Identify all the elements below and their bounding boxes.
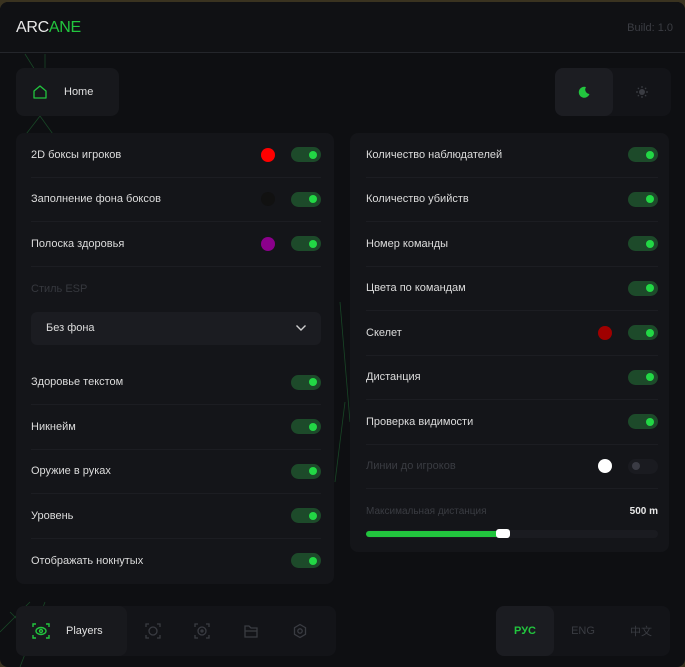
setting-label: Заполнение фона боксов xyxy=(31,193,161,206)
setting-label: Линии до игроков xyxy=(366,460,456,473)
setting-row: Никнейм xyxy=(31,405,321,450)
home-label: Home xyxy=(64,86,94,98)
toggle-switch[interactable] xyxy=(628,458,658,474)
setting-row: Оружие в руках xyxy=(31,450,321,494)
aim-icon xyxy=(145,623,161,639)
home-icon xyxy=(33,85,47,99)
setting-row: Количество убийств xyxy=(366,178,658,222)
setting-label: Номер команды xyxy=(366,237,449,250)
setting-label: Здоровье текстом xyxy=(31,376,124,389)
nav-players[interactable]: Players xyxy=(16,606,127,656)
esp-style-label: Стиль ESP xyxy=(31,283,88,295)
players-esp-panel-right: Количество наблюдателей Количество убийст… xyxy=(350,133,669,552)
setting-row: Скелет xyxy=(366,311,658,356)
max-distance-row: Максимальная дистанция 500 m xyxy=(366,489,658,533)
color-picker-swatch[interactable] xyxy=(261,147,275,162)
esp-style-dropdown[interactable]: Без фона xyxy=(31,311,321,345)
gear-icon xyxy=(293,623,307,639)
setting-row: Дистанция xyxy=(366,356,658,400)
toggle-switch[interactable] xyxy=(628,369,658,385)
setting-row: 2D боксы игроков xyxy=(31,133,321,178)
toggle-switch[interactable] xyxy=(628,414,658,430)
chevron-down-icon xyxy=(296,325,306,331)
build-version: Build: 1.0 xyxy=(627,22,673,34)
toggle-switch[interactable] xyxy=(291,553,321,569)
nav-players-label: Players xyxy=(66,625,103,637)
setting-label: 2D боксы игроков xyxy=(31,148,122,161)
toggle-switch[interactable] xyxy=(291,236,321,252)
setting-label: Количество убийств xyxy=(366,193,469,206)
toggle-switch[interactable] xyxy=(291,463,321,479)
sun-icon xyxy=(636,86,648,98)
color-picker-swatch[interactable] xyxy=(598,325,612,340)
lang-eng[interactable]: ENG xyxy=(571,625,595,637)
visuals-icon xyxy=(194,623,210,639)
color-picker-swatch[interactable] xyxy=(261,192,275,207)
setting-label: Отображать нокнутых xyxy=(31,554,144,567)
setting-label: Уровень xyxy=(31,509,74,522)
slider-handle[interactable] xyxy=(496,529,511,538)
nav-settings[interactable] xyxy=(290,621,310,641)
setting-row: Линии до игроков xyxy=(366,445,658,489)
players-icon xyxy=(32,623,50,639)
setting-label: Скелет xyxy=(366,326,402,339)
setting-row: Заполнение фона боксов xyxy=(31,178,321,222)
setting-row: Номер команды xyxy=(366,222,658,267)
dark-theme-button[interactable] xyxy=(555,68,613,116)
bottom-nav: Players xyxy=(16,606,336,656)
setting-row: Цвета по командам xyxy=(366,267,658,311)
setting-label: Количество наблюдателей xyxy=(366,148,503,161)
players-esp-panel-left: 2D боксы игроков Заполнение фона боксов По… xyxy=(16,133,334,584)
lang-rus[interactable]: РУС xyxy=(496,606,554,656)
nav-aim[interactable] xyxy=(143,621,163,641)
setting-label: Полоска здоровья xyxy=(31,237,125,250)
toggle-switch[interactable] xyxy=(628,280,658,296)
lang-chinese[interactable]: 中文 xyxy=(630,626,652,638)
setting-label: Никнейм xyxy=(31,420,76,433)
toggle-switch[interactable] xyxy=(628,236,658,252)
moon-icon xyxy=(578,86,590,98)
toggle-switch[interactable] xyxy=(291,191,321,207)
toggle-switch[interactable] xyxy=(628,325,658,341)
folder-icon xyxy=(244,625,258,638)
setting-row: Проверка видимости xyxy=(366,400,658,445)
max-distance-value: 500 m xyxy=(629,505,658,517)
light-theme-button[interactable] xyxy=(613,68,671,116)
toggle-switch[interactable] xyxy=(628,191,658,207)
esp-style-value: Без фона xyxy=(46,322,95,334)
setting-label: Проверка видимости xyxy=(366,415,474,428)
setting-row: Количество наблюдателей xyxy=(366,133,658,178)
toggle-switch[interactable] xyxy=(291,374,321,390)
logo: ARCANE xyxy=(16,19,81,36)
toggle-switch[interactable] xyxy=(628,147,658,163)
setting-row: Уровень xyxy=(31,494,321,539)
color-picker-swatch[interactable] xyxy=(261,236,275,251)
theme-switcher xyxy=(555,68,671,116)
setting-label: Цвета по командам xyxy=(366,282,466,295)
max-distance-slider[interactable] xyxy=(366,529,658,538)
setting-row: Полоска здоровья xyxy=(31,222,321,267)
slider-fill xyxy=(366,531,504,537)
setting-row: Отображать нокнутых xyxy=(31,539,321,584)
nav-visuals[interactable] xyxy=(192,621,212,641)
toggle-switch[interactable] xyxy=(291,419,321,435)
setting-label: Оружие в руках xyxy=(31,465,111,478)
language-switcher: РУС ENG 中文 xyxy=(496,606,670,656)
setting-label: Дистанция xyxy=(366,371,421,384)
setting-row: Здоровье текстом xyxy=(31,361,321,405)
color-picker-swatch[interactable] xyxy=(598,459,612,474)
max-distance-label: Максимальная дистанция xyxy=(366,505,487,517)
toggle-switch[interactable] xyxy=(291,508,321,524)
home-button[interactable]: Home xyxy=(16,68,119,116)
nav-configs[interactable] xyxy=(241,621,261,641)
title-bar: ARCANE Build: 1.0 xyxy=(0,2,685,53)
toggle-switch[interactable] xyxy=(291,147,321,163)
